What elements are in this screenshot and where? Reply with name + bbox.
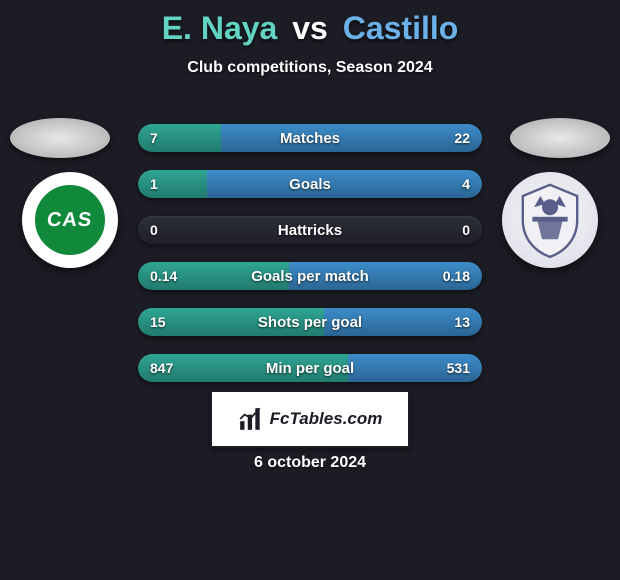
bar-fill-left — [138, 170, 207, 198]
subtitle: Club competitions, Season 2024 — [0, 59, 620, 77]
infographic-container: E. Naya vs Castillo Club competitions, S… — [0, 0, 620, 580]
bar-row: 722Matches — [138, 124, 482, 152]
club-badge-left-inner: CAS — [31, 181, 109, 259]
bar-fill-left — [138, 124, 221, 152]
bar-row: 1513Shots per goal — [138, 308, 482, 336]
bar-fill-right — [289, 262, 482, 290]
date: 6 october 2024 — [0, 454, 620, 472]
bar-fill-left — [138, 308, 324, 336]
bar-row: 14Goals — [138, 170, 482, 198]
bar-fill-right — [324, 308, 482, 336]
bar-fill-right — [348, 354, 482, 382]
bar-row: 847531Min per goal — [138, 354, 482, 382]
bar-label: Hattricks — [138, 216, 482, 244]
player2-name: Castillo — [343, 10, 459, 46]
bar-value-right: 0 — [462, 216, 470, 244]
bar-fill-right — [207, 170, 482, 198]
comparison-bars: 722Matches 14Goals 0 0Hattricks 0.140.18Goal… — [138, 124, 482, 400]
club-badge-left: CAS — [22, 172, 118, 268]
player1-name: E. Naya — [162, 10, 278, 46]
brand-box: FcTables.com — [210, 390, 410, 448]
player1-photo-slot — [10, 118, 110, 158]
bar-value-left: 0 — [150, 216, 158, 244]
bar-fill-right — [221, 124, 482, 152]
page-title: E. Naya vs Castillo — [0, 10, 620, 47]
club-badge-left-text: CAS — [46, 209, 94, 232]
bar-row: 0.140.18Goals per match — [138, 262, 482, 290]
player2-photo-slot — [510, 118, 610, 158]
brand-chart-icon — [238, 406, 264, 432]
bar-fill-left — [138, 354, 348, 382]
bar-fill-left — [138, 262, 289, 290]
club-badge-right — [502, 172, 598, 268]
club-badge-right-icon — [510, 180, 590, 260]
bar-row: 0 0Hattricks — [138, 216, 482, 244]
vs-text: vs — [292, 10, 328, 46]
brand-text: FcTables.com — [270, 409, 383, 429]
